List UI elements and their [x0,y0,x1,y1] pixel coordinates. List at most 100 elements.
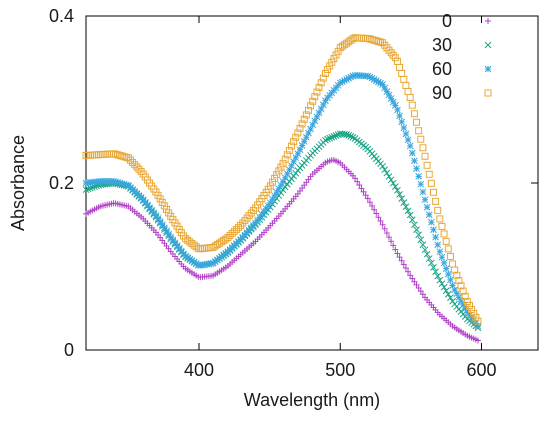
data-point [438,280,446,288]
data-point [124,154,132,162]
data-point [82,186,90,194]
data-point [440,283,448,291]
y-tick-label: 0.4 [49,6,74,26]
data-point [391,183,399,190]
data-point [237,221,245,229]
data-point [389,179,397,187]
x-tick-label: 500 [325,360,355,380]
data-point [406,211,414,219]
data-point [402,203,410,211]
data-point [415,285,422,292]
data-point [406,93,414,101]
data-point [423,203,431,211]
data-point [430,263,437,271]
data-point [432,197,440,205]
series-60 [82,71,482,330]
data-point [440,230,448,238]
data-point [281,155,289,163]
data-point [391,54,399,62]
data-point [262,205,270,213]
data-point [90,151,98,159]
data-point [377,79,384,87]
data-point [428,259,435,267]
data-point [296,124,304,132]
data-point [313,88,321,96]
data-point [470,309,478,317]
data-point [413,281,420,288]
data-point [324,135,331,143]
data-point [415,173,422,180]
data-point [356,182,363,189]
data-point [474,337,481,344]
data-point [332,51,340,59]
data-point [101,150,109,158]
data-point [357,34,365,42]
y-tick-label: 0 [64,340,74,360]
legend-marker [484,89,492,97]
data-point [442,237,450,245]
data-point [230,227,238,235]
data-point [105,150,113,158]
data-point [381,225,388,232]
data-point [294,129,302,137]
series-0 [83,156,481,344]
data-point [304,106,312,114]
legend: 0 30 60 90 [432,11,492,103]
data-point [275,167,283,175]
data-point [103,150,111,158]
data-point [432,268,439,276]
data-point [428,218,435,226]
data-point [444,270,452,278]
data-point [381,166,389,174]
data-point [371,206,378,213]
data-point [417,180,425,188]
data-point [362,192,369,199]
data-point [86,151,94,159]
data-point [330,55,338,63]
data-point [457,282,465,290]
data-point [298,120,306,128]
data-point [307,102,315,110]
data-point [463,298,471,306]
data-point [442,265,450,272]
data-point [311,93,319,101]
data-point [417,236,425,244]
legend-label: 60 [432,59,452,79]
legend-marker [484,65,492,73]
data-point [383,169,391,177]
data-point [393,57,401,65]
data-point [421,152,429,160]
data-point [99,150,107,158]
data-series [82,34,482,344]
x-tick-label: 400 [184,360,214,380]
data-point [396,112,403,120]
data-point [429,188,437,196]
data-point [373,210,380,217]
data-point [88,151,96,159]
data-point [268,178,276,186]
data-point [158,198,166,206]
data-point [133,163,141,171]
data-point [434,272,442,280]
data-point [408,216,416,224]
data-point [375,214,382,221]
y-axis-title: Absorbance [8,135,28,231]
data-point [319,74,327,82]
data-point [402,265,409,272]
data-point [334,47,342,55]
data-point [404,207,412,215]
data-point [364,195,371,202]
data-point [328,133,336,141]
legend-marker [485,18,491,24]
data-point [411,221,418,229]
legend-label: 30 [432,35,452,55]
data-point [442,287,450,295]
data-point [425,255,433,262]
data-point [427,179,435,187]
data-point [421,246,429,254]
data-point [385,234,392,241]
data-point [379,221,386,228]
data-point [394,106,401,114]
data-point [400,199,408,206]
data-point [396,63,404,71]
